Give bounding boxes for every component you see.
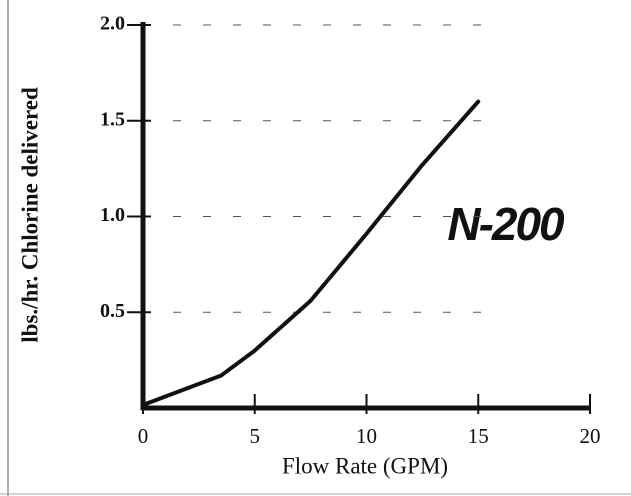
x-tick-label: 10 xyxy=(356,424,377,448)
y-tick-label: 1.5 xyxy=(100,108,125,130)
y-tick-label: 2.0 xyxy=(100,13,125,35)
x-tick-label: 0 xyxy=(138,424,149,448)
data-line xyxy=(143,99,481,407)
x-tick-label: 5 xyxy=(250,424,261,448)
x-tick-label: 20 xyxy=(580,424,601,448)
y-axis-label: lbs./hr. Chlorine delivered xyxy=(17,87,42,343)
y-tick-label: 0.5 xyxy=(100,300,125,322)
x-axis-label: Flow Rate (GPM) xyxy=(282,453,448,478)
annotation: N-200 xyxy=(447,198,565,250)
x-tick-label: 15 xyxy=(468,424,489,448)
y-tick-label: 1.0 xyxy=(100,204,125,226)
